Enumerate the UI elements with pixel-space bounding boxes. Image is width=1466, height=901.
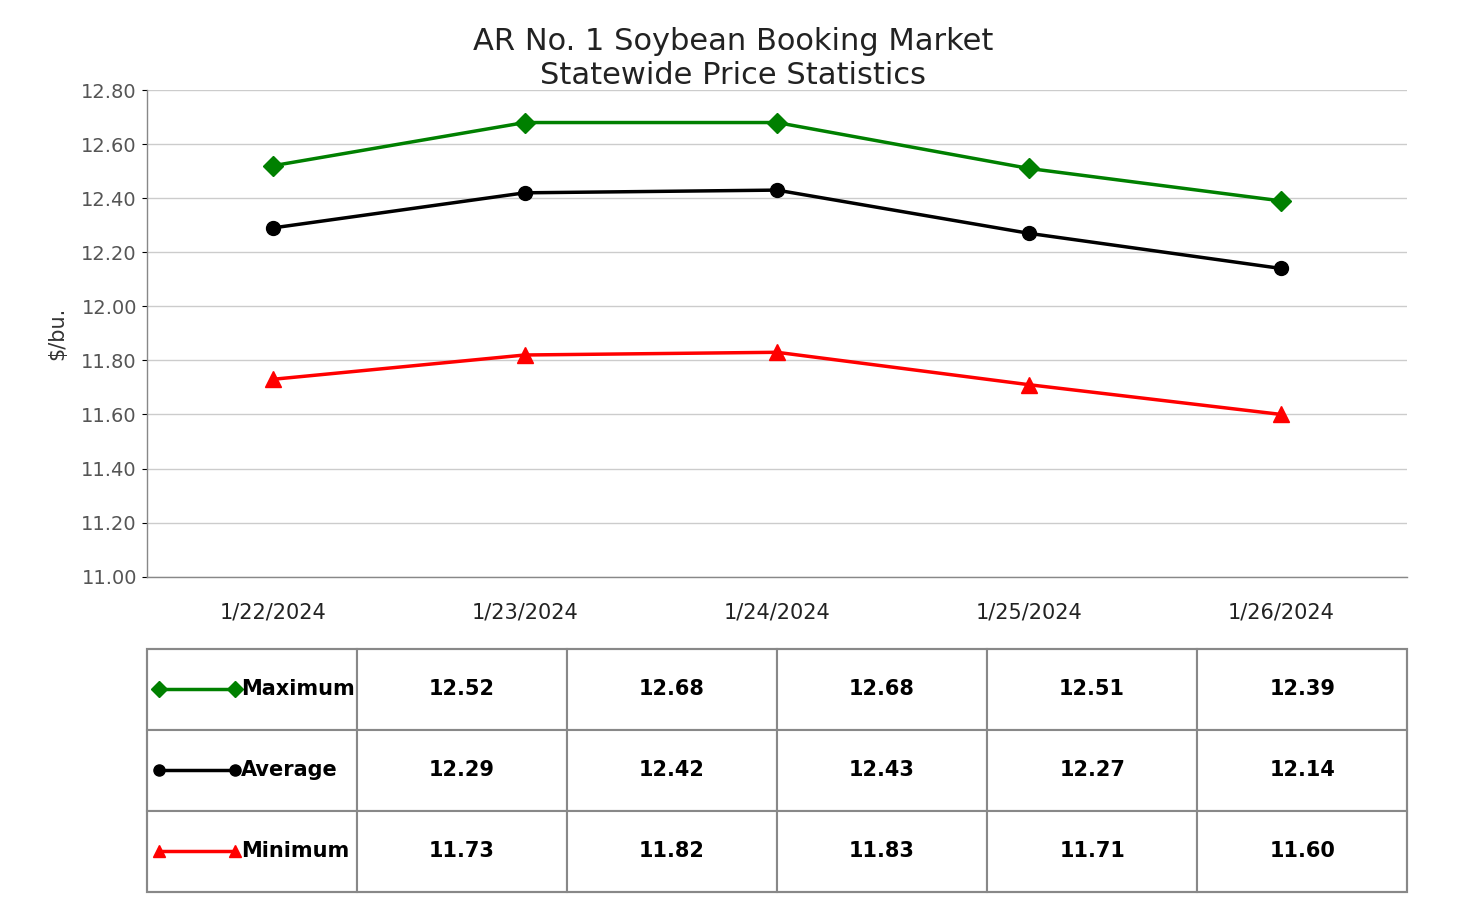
Text: 1/23/2024: 1/23/2024 xyxy=(472,603,578,623)
Bar xyxy=(356,730,567,811)
Bar xyxy=(567,730,777,811)
Text: 12.27: 12.27 xyxy=(1060,760,1124,780)
Text: 12.29: 12.29 xyxy=(428,760,496,780)
Bar xyxy=(1198,730,1407,811)
Text: 1/25/2024: 1/25/2024 xyxy=(976,603,1082,623)
Text: 11.73: 11.73 xyxy=(430,842,494,861)
Text: 12.39: 12.39 xyxy=(1270,679,1336,699)
Bar xyxy=(567,649,777,730)
Text: 11.83: 11.83 xyxy=(849,842,915,861)
Bar xyxy=(147,811,356,892)
Text: 12.43: 12.43 xyxy=(849,760,915,780)
Text: AR No. 1 Soybean Booking Market
Statewide Price Statistics: AR No. 1 Soybean Booking Market Statewid… xyxy=(474,27,992,89)
Bar xyxy=(147,730,356,811)
Text: Average: Average xyxy=(240,760,337,780)
Bar xyxy=(567,811,777,892)
Bar xyxy=(777,811,987,892)
Text: 12.42: 12.42 xyxy=(639,760,705,780)
Bar xyxy=(987,730,1198,811)
Text: 12.51: 12.51 xyxy=(1058,679,1126,699)
Text: 12.68: 12.68 xyxy=(639,679,705,699)
Text: Minimum: Minimum xyxy=(240,842,349,861)
Bar xyxy=(987,811,1198,892)
Bar xyxy=(147,649,356,730)
Text: 1/24/2024: 1/24/2024 xyxy=(724,603,830,623)
Bar xyxy=(987,649,1198,730)
Bar xyxy=(1198,811,1407,892)
Text: 12.68: 12.68 xyxy=(849,679,915,699)
Text: 12.52: 12.52 xyxy=(428,679,496,699)
Bar xyxy=(1198,649,1407,730)
Bar xyxy=(356,811,567,892)
Text: Maximum: Maximum xyxy=(240,679,355,699)
Bar xyxy=(777,649,987,730)
Bar xyxy=(777,730,987,811)
Text: 11.82: 11.82 xyxy=(639,842,705,861)
Text: 11.71: 11.71 xyxy=(1060,842,1124,861)
Text: 11.60: 11.60 xyxy=(1270,842,1336,861)
Y-axis label: $/bu.: $/bu. xyxy=(47,306,67,360)
Bar xyxy=(356,649,567,730)
Text: 1/26/2024: 1/26/2024 xyxy=(1229,603,1334,623)
Text: 12.14: 12.14 xyxy=(1270,760,1336,780)
Text: 1/22/2024: 1/22/2024 xyxy=(220,603,325,623)
